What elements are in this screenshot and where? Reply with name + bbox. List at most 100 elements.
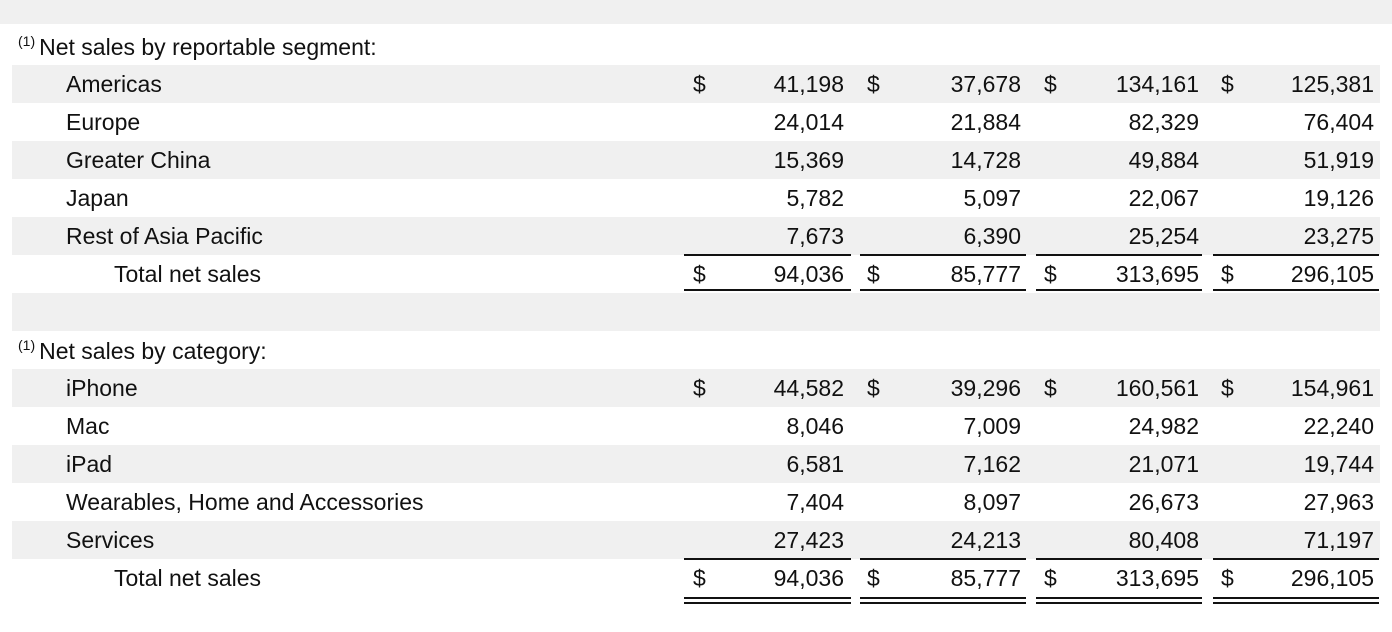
value-cell: 27,423 bbox=[773, 527, 844, 553]
currency-symbol: $ bbox=[1044, 375, 1057, 401]
currency-symbol: $ bbox=[693, 375, 706, 401]
value-cell: 15,369 bbox=[773, 147, 844, 173]
value-cell: 6,581 bbox=[786, 451, 844, 477]
value-cell: 19,126 bbox=[1303, 185, 1374, 211]
value-cell: 154,961 bbox=[1290, 375, 1374, 401]
currency-symbol: $ bbox=[693, 261, 706, 287]
value-cell: 7,673 bbox=[786, 223, 844, 249]
value-cell: 22,067 bbox=[1128, 185, 1199, 211]
currency-symbol: $ bbox=[867, 261, 880, 287]
row-label: Europe bbox=[66, 109, 141, 135]
currency-symbol: $ bbox=[867, 565, 880, 591]
currency-symbol: $ bbox=[1044, 261, 1057, 287]
table-row-rest-of-asia-pacific: Rest of Asia Pacific 7,673 6,390 25,254 … bbox=[12, 217, 1380, 255]
total-double-rule bbox=[1036, 597, 1202, 604]
row-label: Americas bbox=[66, 71, 162, 97]
total-double-rule bbox=[684, 597, 851, 604]
segment-heading: (1) Net sales by reportable segment: bbox=[18, 28, 377, 66]
value-cell: 296,105 bbox=[1290, 261, 1374, 287]
value-cell: 160,561 bbox=[1115, 375, 1199, 401]
value-cell: 76,404 bbox=[1303, 109, 1374, 135]
row-label: Japan bbox=[66, 185, 129, 211]
value-cell: 26,673 bbox=[1128, 489, 1199, 515]
value-cell: 24,982 bbox=[1128, 413, 1199, 439]
value-cell: 82,329 bbox=[1128, 109, 1199, 135]
row-label: Total net sales bbox=[114, 565, 262, 591]
value-cell: 94,036 bbox=[773, 261, 844, 287]
table-row-iphone: iPhone $ 44,582 $ 39,296 $ 160,561 $ 154… bbox=[12, 369, 1380, 407]
table-row-total: Total net sales $ 94,036 $ 85,777 $ 313,… bbox=[12, 255, 1380, 293]
row-label: Total net sales bbox=[114, 261, 262, 287]
value-cell: 25,254 bbox=[1128, 223, 1199, 249]
value-cell: 8,046 bbox=[786, 413, 844, 439]
row-label: Services bbox=[66, 527, 155, 553]
value-cell: 51,919 bbox=[1303, 147, 1374, 173]
value-cell: 5,097 bbox=[963, 185, 1021, 211]
value-cell: 8,097 bbox=[963, 489, 1021, 515]
table-row-ipad: iPad 6,581 7,162 21,071 19,744 bbox=[12, 445, 1380, 483]
row-label: iPhone bbox=[66, 375, 138, 401]
currency-symbol: $ bbox=[693, 565, 706, 591]
value-cell: 21,884 bbox=[950, 109, 1021, 135]
value-cell: 14,728 bbox=[950, 147, 1021, 173]
value-cell: 41,198 bbox=[773, 71, 844, 97]
row-label: Wearables, Home and Accessories bbox=[66, 489, 424, 515]
value-cell: 85,777 bbox=[950, 261, 1021, 287]
value-cell: 94,036 bbox=[773, 565, 844, 591]
value-cell: 313,695 bbox=[1115, 261, 1199, 287]
value-cell: 23,275 bbox=[1303, 223, 1374, 249]
table-row-japan: Japan 5,782 5,097 22,067 19,126 bbox=[12, 179, 1380, 217]
value-cell: 24,014 bbox=[773, 109, 844, 135]
currency-symbol: $ bbox=[693, 71, 706, 97]
subtotal-rule bbox=[1036, 558, 1202, 560]
footnote-marker: (1) bbox=[18, 337, 36, 353]
value-cell: 22,240 bbox=[1303, 413, 1374, 439]
subtotal-rule bbox=[684, 558, 851, 560]
segment-heading-text: Net sales by reportable segment: bbox=[39, 34, 377, 60]
value-cell: 21,071 bbox=[1128, 451, 1199, 477]
value-cell: 49,884 bbox=[1128, 147, 1199, 173]
value-cell: 71,197 bbox=[1303, 527, 1374, 553]
currency-symbol: $ bbox=[867, 375, 880, 401]
row-label: iPad bbox=[66, 451, 113, 477]
value-cell: 296,105 bbox=[1290, 565, 1374, 591]
top-band bbox=[0, 0, 1392, 24]
value-cell: 125,381 bbox=[1290, 71, 1374, 97]
subtotal-rule bbox=[860, 254, 1026, 256]
table-row-mac: Mac 8,046 7,009 24,982 22,240 bbox=[12, 407, 1380, 445]
value-cell: 24,213 bbox=[950, 527, 1021, 553]
value-cell: 7,404 bbox=[786, 489, 844, 515]
table-row-greater-china: Greater China 15,369 14,728 49,884 51,91… bbox=[12, 141, 1380, 179]
subtotal-rule bbox=[1213, 254, 1379, 256]
table-row-americas: Americas $ 41,198 $ 37,678 $ 134,161 $ 1… bbox=[12, 65, 1380, 103]
value-cell: 7,009 bbox=[963, 413, 1021, 439]
currency-symbol: $ bbox=[1221, 261, 1234, 287]
category-heading: (1) Net sales by category: bbox=[18, 332, 267, 370]
subtotal-rule bbox=[1036, 254, 1202, 256]
value-cell: 134,161 bbox=[1115, 71, 1199, 97]
table-row-wearables: Wearables, Home and Accessories 7,404 8,… bbox=[12, 483, 1380, 521]
value-cell: 39,296 bbox=[950, 375, 1021, 401]
subtotal-rule bbox=[684, 254, 851, 256]
table-row-total: Total net sales $ 94,036 $ 85,777 $ 313,… bbox=[12, 559, 1380, 597]
currency-symbol: $ bbox=[1221, 565, 1234, 591]
table-row-europe: Europe 24,014 21,884 82,329 76,404 bbox=[12, 103, 1380, 141]
value-cell: 19,744 bbox=[1303, 451, 1374, 477]
value-cell: 5,782 bbox=[786, 185, 844, 211]
table-row-services: Services 27,423 24,213 80,408 71,197 bbox=[12, 521, 1380, 559]
currency-symbol: $ bbox=[1044, 71, 1057, 97]
footnote-marker: (1) bbox=[18, 33, 36, 49]
subtotal-rule bbox=[860, 558, 1026, 560]
currency-symbol: $ bbox=[1221, 71, 1234, 97]
value-cell: 7,162 bbox=[963, 451, 1021, 477]
subtotal-rule bbox=[1213, 558, 1379, 560]
row-label: Greater China bbox=[66, 147, 211, 173]
currency-symbol: $ bbox=[1221, 375, 1234, 401]
row-label: Rest of Asia Pacific bbox=[66, 223, 263, 249]
value-cell: 6,390 bbox=[963, 223, 1021, 249]
total-double-rule bbox=[860, 597, 1026, 604]
currency-symbol: $ bbox=[867, 71, 880, 97]
value-cell: 85,777 bbox=[950, 565, 1021, 591]
currency-symbol: $ bbox=[1044, 565, 1057, 591]
row-label: Mac bbox=[66, 413, 110, 439]
